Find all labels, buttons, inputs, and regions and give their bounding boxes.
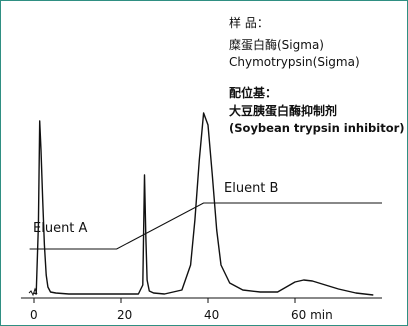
x-tick-label-20: 20 xyxy=(117,308,132,322)
ligand-heading: 配位基： xyxy=(229,85,277,100)
ligand-name-en: (Soybean trypsin inhibitor) xyxy=(229,121,405,135)
eluent-b-label: Eluent B xyxy=(224,181,278,196)
x-tick-label-0: 0 xyxy=(30,308,38,322)
gradient-line xyxy=(29,202,382,250)
sample-name-cn: 糜蛋白酶(Sigma) xyxy=(229,37,324,52)
eluent-a-label: Eluent A xyxy=(33,221,88,236)
ligand-name-cn: 大豆胰蛋白酶抑制剂 xyxy=(229,103,337,118)
x-ticks: 0 20 40 60 min xyxy=(30,298,333,322)
x-tick-label-40: 40 xyxy=(204,308,219,322)
injection-marker xyxy=(28,287,38,297)
series-layer xyxy=(28,112,382,297)
sample-name-en: Chymotrypsin(Sigma) xyxy=(229,55,360,69)
sample-heading: 样 品： xyxy=(229,15,269,30)
absorbance-trace xyxy=(33,112,374,296)
x-tick-label-60: 60 min xyxy=(291,308,333,322)
